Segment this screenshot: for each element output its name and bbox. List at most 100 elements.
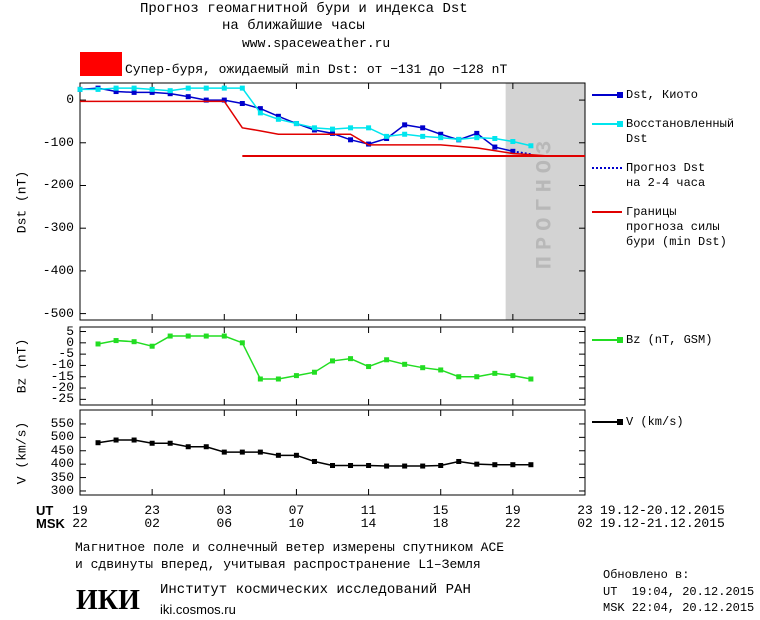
institute: Институт космических исследований РАН: [160, 582, 471, 598]
marker: [95, 440, 101, 446]
msk-tick-label: 22: [72, 516, 88, 531]
msk-label: MSK: [36, 516, 65, 531]
marker: [131, 339, 137, 345]
msk-tick-label: 02: [144, 516, 160, 531]
marker: [420, 463, 426, 469]
series-line: [80, 100, 549, 157]
y-tick-label: 500: [50, 429, 74, 445]
marker: [420, 125, 426, 131]
marker: [185, 94, 191, 100]
title: Прогноз геомагнитной бури и индекса Dst: [140, 1, 468, 17]
marker: [528, 376, 534, 382]
y-tick-label: -100: [42, 134, 74, 150]
note: и сдвинуты вперед, учитывая распростране…: [75, 557, 481, 572]
marker: [456, 374, 462, 380]
marker: [95, 341, 101, 347]
alert-text: Супер-буря, ожидаемый min Dst: от −131 д…: [125, 62, 508, 77]
marker: [492, 462, 498, 468]
frame: [79, 326, 586, 406]
marker: [239, 449, 245, 455]
y-tick-label: -200: [42, 177, 74, 193]
marker: [275, 116, 281, 122]
msk-tick-label: 02: [577, 516, 593, 531]
marker: [257, 110, 263, 116]
y-tick-label: 400: [50, 456, 74, 472]
y-tick-label: -25: [50, 391, 74, 407]
ut-tick-label: 03: [216, 503, 233, 518]
ut-tick-label: 23: [144, 503, 160, 518]
marker: [510, 462, 516, 468]
marker: [348, 137, 354, 143]
y-tick-label: 350: [50, 469, 74, 485]
legend-marker: [617, 121, 623, 127]
marker: [257, 376, 263, 382]
marker: [167, 91, 173, 97]
legend-label: Границы прогноза силы бури (min Dst): [626, 205, 727, 249]
y-tick-label: -10: [50, 357, 74, 373]
marker: [257, 449, 263, 455]
marker: [438, 131, 444, 137]
ut-tick-label: 11: [360, 503, 377, 518]
y-tick-label: 0: [66, 92, 74, 108]
marker: [203, 97, 209, 103]
legend-marker: [617, 337, 623, 343]
series-line: [512, 150, 532, 156]
legend-marker: [617, 92, 623, 98]
marker: [311, 125, 317, 131]
updated: Обновлено в:: [603, 568, 690, 582]
y-axis-label: V (km/s): [14, 421, 30, 484]
legend-label: Восстановленный Dst: [626, 117, 735, 146]
updated-ut: UT 19:04, 20.12.2015: [603, 585, 755, 599]
marker: [77, 86, 83, 92]
marker: [221, 97, 227, 103]
marker: [185, 444, 191, 450]
marker: [113, 89, 119, 95]
marker: [239, 340, 245, 346]
marker: [438, 463, 444, 469]
url: iki.cosmos.ru: [160, 602, 236, 617]
marker: [438, 135, 444, 141]
y-tick-label: -20: [50, 380, 74, 396]
marker: [185, 85, 191, 91]
legend-label: V (km/s): [626, 415, 684, 429]
marker: [528, 143, 534, 149]
marker: [492, 144, 498, 150]
site: www.spaceweather.ru: [242, 36, 391, 51]
note: Магнитное поле и солнечный ветер измерен…: [75, 540, 505, 555]
y-tick-label: 300: [50, 482, 74, 498]
marker: [510, 139, 516, 145]
marker: [257, 106, 263, 112]
marker: [492, 136, 498, 142]
y-tick-label: 550: [50, 415, 74, 431]
marker: [167, 440, 173, 446]
forecast-label: ПРОГНОЗ: [532, 134, 558, 269]
updated-msk: MSK 22:04, 20.12.2015: [603, 601, 755, 615]
marker: [113, 437, 119, 443]
series-line: [80, 87, 532, 147]
forecast-region: [505, 83, 585, 320]
y-tick-label: 5: [66, 323, 74, 339]
msk-tick-label: 18: [432, 516, 449, 531]
y-axis-label: Dst (nT): [14, 170, 30, 233]
marker: [474, 135, 480, 141]
y-tick-label: -300: [42, 220, 74, 236]
msk-range: 19.12-21.12.2015: [600, 516, 725, 531]
marker: [311, 369, 317, 375]
marker: [167, 88, 173, 94]
marker: [402, 122, 408, 128]
ut-tick-label: 19: [72, 503, 88, 518]
marker: [348, 356, 354, 362]
marker: [492, 370, 498, 376]
marker: [293, 373, 299, 379]
msk-tick-label: 22: [505, 516, 521, 531]
marker: [149, 440, 155, 446]
legend-label: Bz (nT, GSM): [626, 333, 713, 347]
marker: [221, 85, 227, 91]
marker: [330, 358, 335, 364]
marker: [113, 85, 119, 91]
marker: [348, 463, 354, 469]
marker: [402, 131, 408, 137]
alert-box: [80, 52, 122, 76]
